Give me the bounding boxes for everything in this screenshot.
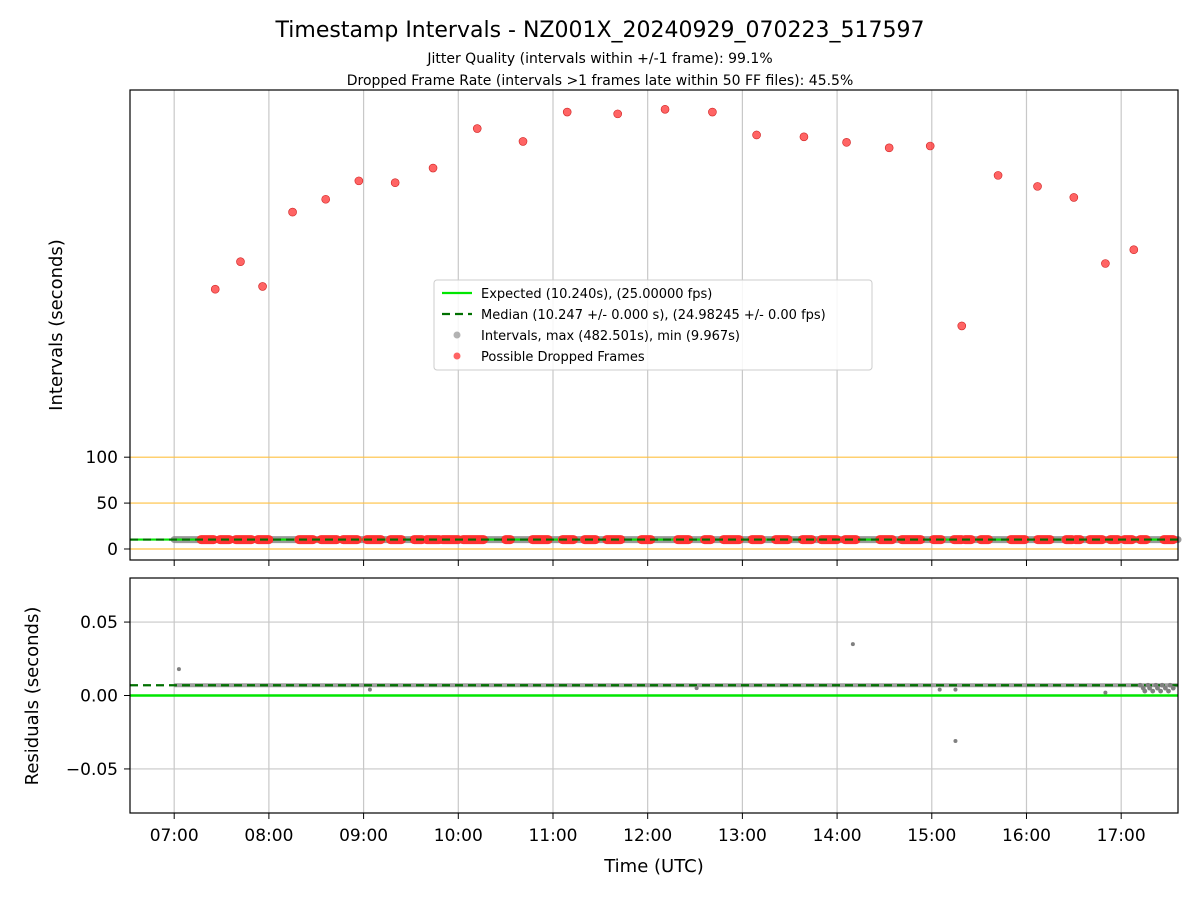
x-tick-label: 12:00 — [623, 826, 672, 846]
dropped-frame-point — [660, 104, 670, 114]
bottom-y-tick-label: 0.00 — [80, 687, 118, 707]
dropped-frame-point — [613, 109, 622, 119]
dropped-frame-point — [1129, 245, 1139, 255]
residual-point — [1162, 685, 1168, 691]
bottom-y-tick-label: −0.05 — [66, 760, 118, 780]
top-y-tick-label: 50 — [96, 494, 118, 514]
residual-point — [1137, 682, 1143, 688]
top-panel-plot — [130, 104, 1182, 545]
dropped-frame-point — [472, 124, 482, 133]
top-panel-frame — [129, 89, 1179, 561]
dropped-frame-point — [562, 107, 572, 117]
residual-point — [367, 687, 372, 692]
chart-title: Timestamp Intervals - NZ001X_20240929_07… — [275, 18, 925, 43]
top-panel-axes: 0 50 100 — [86, 448, 1122, 566]
dropped-frame-point — [752, 130, 761, 140]
dropped-frame-point — [884, 143, 894, 153]
dropped-frame-point — [799, 132, 809, 142]
dropped-frame-point — [210, 284, 220, 294]
legend-label: Possible Dropped Frames — [481, 350, 645, 365]
x-tick-label: 10:00 — [434, 826, 483, 846]
dropped-frame-point — [708, 107, 717, 117]
top-y-axis-label: Intervals (seconds) — [46, 239, 67, 411]
x-tick-label: 08:00 — [244, 826, 293, 846]
dropped-frame-point — [390, 178, 400, 188]
dropped-frame-point — [321, 194, 331, 204]
dropped-frame-point — [354, 176, 364, 186]
bottom-panel-plot — [130, 642, 1178, 744]
dropped-frame-point — [428, 163, 438, 173]
residual-point — [694, 686, 699, 691]
x-tick-label: 17:00 — [1097, 826, 1146, 846]
residual-point — [953, 739, 958, 744]
x-tick-label: 09:00 — [339, 826, 388, 846]
legend-box — [433, 279, 873, 371]
residual-point — [176, 667, 181, 672]
residual-point — [1150, 688, 1156, 694]
legend-label: Expected (10.240s), (25.00000 fps) — [481, 287, 712, 302]
x-tick-label: 11:00 — [528, 826, 577, 846]
residual-point — [1142, 688, 1148, 694]
residual-point — [953, 687, 958, 692]
residual-point — [1103, 690, 1108, 695]
residual-point — [937, 687, 942, 692]
dropped-frame-point — [842, 138, 851, 147]
chart-subtitle-dropped-rate: Dropped Frame Rate (intervals >1 frames … — [347, 73, 854, 89]
dropped-frame-point — [1101, 259, 1110, 268]
legend-label: Median (10.247 +/- 0.000 s), (24.98245 +… — [481, 308, 826, 323]
top-y-tick-label: 100 — [86, 448, 118, 468]
dropped-frame-point — [236, 257, 245, 266]
dropped-frame-point — [957, 321, 967, 331]
legend-intervals-swatch — [453, 331, 461, 339]
x-tick-label: 15:00 — [907, 826, 956, 846]
legend-dropped-swatch — [453, 352, 461, 360]
x-tick-label: 13:00 — [718, 826, 767, 846]
x-tick-label: 14:00 — [813, 826, 862, 846]
dropped-frame-point — [1033, 182, 1042, 191]
residual-point — [1159, 682, 1165, 688]
residual-point — [1158, 688, 1164, 694]
dropped-frame-point — [1069, 193, 1079, 202]
legend: Expected (10.240s), (25.00000 fps) Median… — [433, 279, 873, 371]
x-axis-label: Time (UTC) — [603, 856, 704, 877]
dropped-frame-point — [288, 207, 297, 217]
top-y-tick-label: 0 — [107, 540, 118, 560]
residual-point — [1167, 682, 1173, 688]
dropped-frame-point — [925, 141, 935, 151]
residual-point — [1147, 685, 1152, 691]
residual-point — [1155, 685, 1160, 691]
bottom-panel-axes: 07:00 08:00 09:00 10:00 11:00 12:00 13:00 14:00… — [66, 613, 1146, 846]
bottom-y-tick-label: 0.05 — [80, 613, 118, 633]
residual-point — [1166, 688, 1171, 694]
legend-label: Intervals, max (482.501s), min (9.967s) — [481, 329, 740, 344]
residual-point — [850, 642, 855, 647]
dropped-frame-point — [258, 282, 267, 291]
x-tick-label: 07:00 — [150, 826, 199, 846]
dropped-frame-point — [518, 137, 528, 146]
bottom-y-axis-label: Residuals (seconds) — [22, 607, 43, 786]
x-tick-label: 16:00 — [1002, 826, 1051, 846]
dropped-frame-point — [993, 171, 1003, 180]
chart-subtitle-jitter: Jitter Quality (intervals within +/-1 fr… — [426, 51, 772, 67]
residual-point — [1170, 685, 1176, 691]
